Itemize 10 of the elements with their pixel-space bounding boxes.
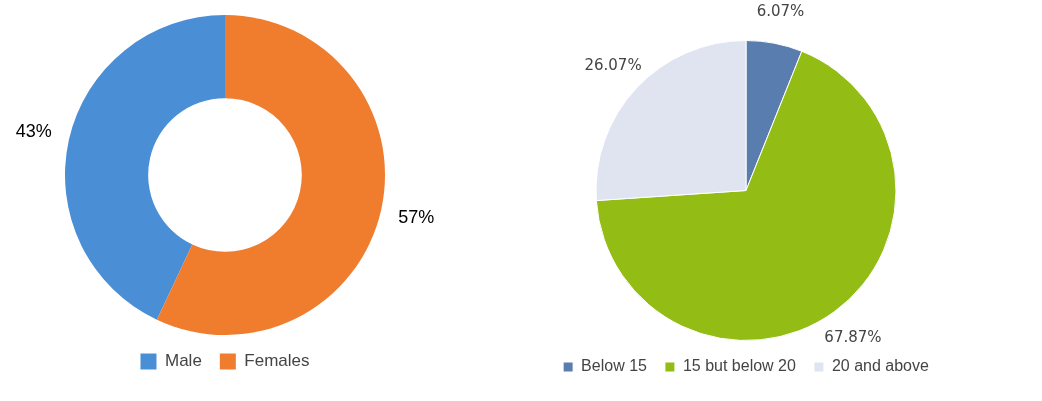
legend-label: 20 and above bbox=[831, 357, 929, 375]
data-label: 57% bbox=[398, 206, 435, 227]
legend-label: 15 but below 20 bbox=[682, 357, 797, 375]
legend-label: Females bbox=[244, 351, 310, 371]
data-label: 67.87% bbox=[824, 327, 882, 346]
legend-label: Below 15 bbox=[581, 357, 648, 375]
legend-label: Male bbox=[164, 351, 202, 371]
data-label: 43% bbox=[15, 121, 52, 142]
data-label: 6.07% bbox=[756, 1, 805, 20]
data-label: 26.07% bbox=[584, 56, 642, 75]
